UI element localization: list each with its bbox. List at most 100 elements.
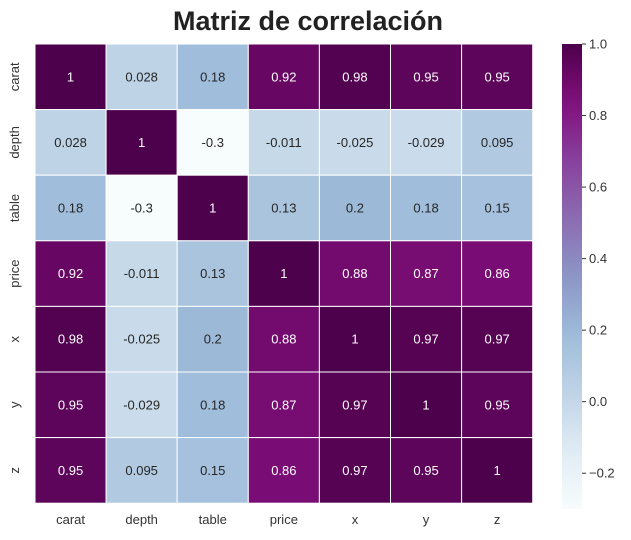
heatmap-cell	[247, 437, 320, 504]
y-tick-label: table	[7, 194, 22, 222]
y-tick-label: depth	[7, 126, 22, 159]
x-tick-label: price	[270, 512, 298, 527]
heatmap-cell	[318, 437, 391, 504]
colorbar-tick-label: 0.6	[589, 180, 607, 195]
heatmap-cell	[390, 174, 463, 242]
cell-value-label: 0.97	[342, 397, 367, 412]
cell-value-label: 0.87	[271, 397, 296, 412]
heatmap-cell	[176, 371, 249, 439]
x-tick-label: depth	[125, 512, 158, 527]
cell-value-label: 0.97	[484, 332, 509, 347]
cell-value-label: -0.3	[130, 201, 152, 216]
heatmap-cell	[105, 43, 178, 111]
cell-value-label: 0.95	[413, 69, 438, 84]
x-tick-label: x	[352, 512, 359, 527]
heatmap-cell	[176, 174, 249, 242]
cell-value-label: 0.095	[125, 463, 158, 478]
cell-value-label: 1	[67, 69, 74, 84]
y-tick-label: carat	[7, 62, 22, 91]
cell-value-label: 0.92	[58, 266, 83, 281]
cell-value-label: 1	[209, 201, 216, 216]
cell-value-label: 0.98	[58, 332, 83, 347]
heatmap-cell	[390, 43, 463, 111]
cell-value-label: 0.2	[204, 332, 222, 347]
heatmap-cell	[105, 240, 178, 307]
heatmap-cell	[176, 109, 249, 176]
cell-value-label: 0.15	[484, 201, 509, 216]
colorbar-ticks: −0.2 0.0 0.2 0.4 0.6 0.8 1.0	[582, 37, 615, 481]
cell-value-label: -0.025	[123, 332, 160, 347]
heatmap-cell	[461, 371, 534, 439]
y-tick-label: y	[7, 401, 22, 408]
cell-value-label: 1	[280, 266, 287, 281]
cell-value-label: 1	[494, 463, 501, 478]
y-tick-label: price	[7, 260, 22, 288]
heatmap-cell	[461, 240, 534, 307]
cell-value-label: 0.95	[484, 69, 509, 84]
heatmap-cell	[318, 174, 391, 242]
heatmap-cell	[34, 43, 107, 111]
heatmap-cell	[318, 109, 391, 176]
cell-value-label: 0.18	[58, 201, 83, 216]
cell-value-label: 0.98	[342, 69, 367, 84]
y-tick-labels: carat depth table price x y z	[7, 62, 22, 474]
cell-value-label: 0.18	[200, 397, 225, 412]
cell-value-label: 1	[138, 135, 145, 150]
cell-value-label: 0.87	[413, 266, 438, 281]
cell-value-label: 0.88	[342, 266, 367, 281]
cell-value-label: 0.95	[413, 463, 438, 478]
heatmap-cell	[34, 437, 107, 504]
colorbar-tick-label: 0.4	[589, 251, 607, 266]
cell-value-label: 0.95	[58, 463, 83, 478]
heatmap-cell	[318, 371, 391, 439]
cell-value-label: 0.95	[484, 397, 509, 412]
cell-value-label: 0.18	[200, 69, 225, 84]
heatmap-cell	[461, 174, 534, 242]
x-tick-label: table	[199, 512, 227, 527]
colorbar-tick-label: 0.0	[589, 394, 607, 409]
heatmap-cell	[34, 371, 107, 439]
cell-value-label: 0.15	[200, 463, 225, 478]
colorbar-tick-label: −0.2	[589, 466, 615, 481]
y-tick-label: x	[7, 335, 22, 342]
cell-value-label: 0.028	[125, 69, 158, 84]
cell-value-label: 0.2	[346, 201, 364, 216]
colorbar-tick-label: 0.2	[589, 323, 607, 338]
heatmap-cell	[461, 109, 534, 176]
cell-value-label: 0.86	[484, 266, 509, 281]
cell-value-label: 0.97	[413, 332, 438, 347]
heatmap-cell	[247, 174, 320, 242]
x-tick-label: z	[494, 512, 501, 527]
cell-value-label: 1	[422, 397, 429, 412]
heatmap-cell	[176, 43, 249, 111]
colorbar-tick-label: 1.0	[589, 37, 607, 52]
heatmap-cell	[461, 437, 534, 504]
cell-value-label: 0.18	[413, 201, 438, 216]
chart-title: Matriz de correlación	[173, 6, 443, 36]
cell-value-label: 0.86	[271, 463, 296, 478]
heatmap-cell	[176, 305, 249, 373]
cell-value-label: 0.13	[271, 201, 296, 216]
colorbar-tick-label: 0.8	[589, 108, 607, 123]
heatmap-cell	[247, 240, 320, 307]
heatmap-cell	[247, 371, 320, 439]
y-tick-label: z	[7, 467, 22, 474]
cell-value-label: -0.029	[123, 397, 160, 412]
heatmap-cells: 1 0.028 0.18 0.92 0.98 0.95 0.95 0.028 1 -0.3 -0.0…	[34, 43, 534, 504]
cell-value-label: -0.029	[408, 135, 445, 150]
heatmap-cell	[247, 43, 320, 111]
cell-value-label: 0.095	[481, 135, 514, 150]
cell-value-label: -0.3	[202, 135, 224, 150]
heatmap-cell	[390, 240, 463, 307]
cell-value-label: 1	[351, 332, 358, 347]
cell-value-label: 0.13	[200, 266, 225, 281]
heatmap-cell	[390, 437, 463, 504]
heatmap-cell	[34, 109, 107, 176]
x-tick-labels: carat depth table price x y z	[56, 512, 500, 527]
heatmap-cell	[176, 437, 249, 504]
heatmap-cell	[105, 371, 178, 439]
x-tick-label: carat	[56, 512, 85, 527]
cell-value-label: 0.028	[54, 135, 87, 150]
cell-value-label: 0.95	[58, 397, 83, 412]
